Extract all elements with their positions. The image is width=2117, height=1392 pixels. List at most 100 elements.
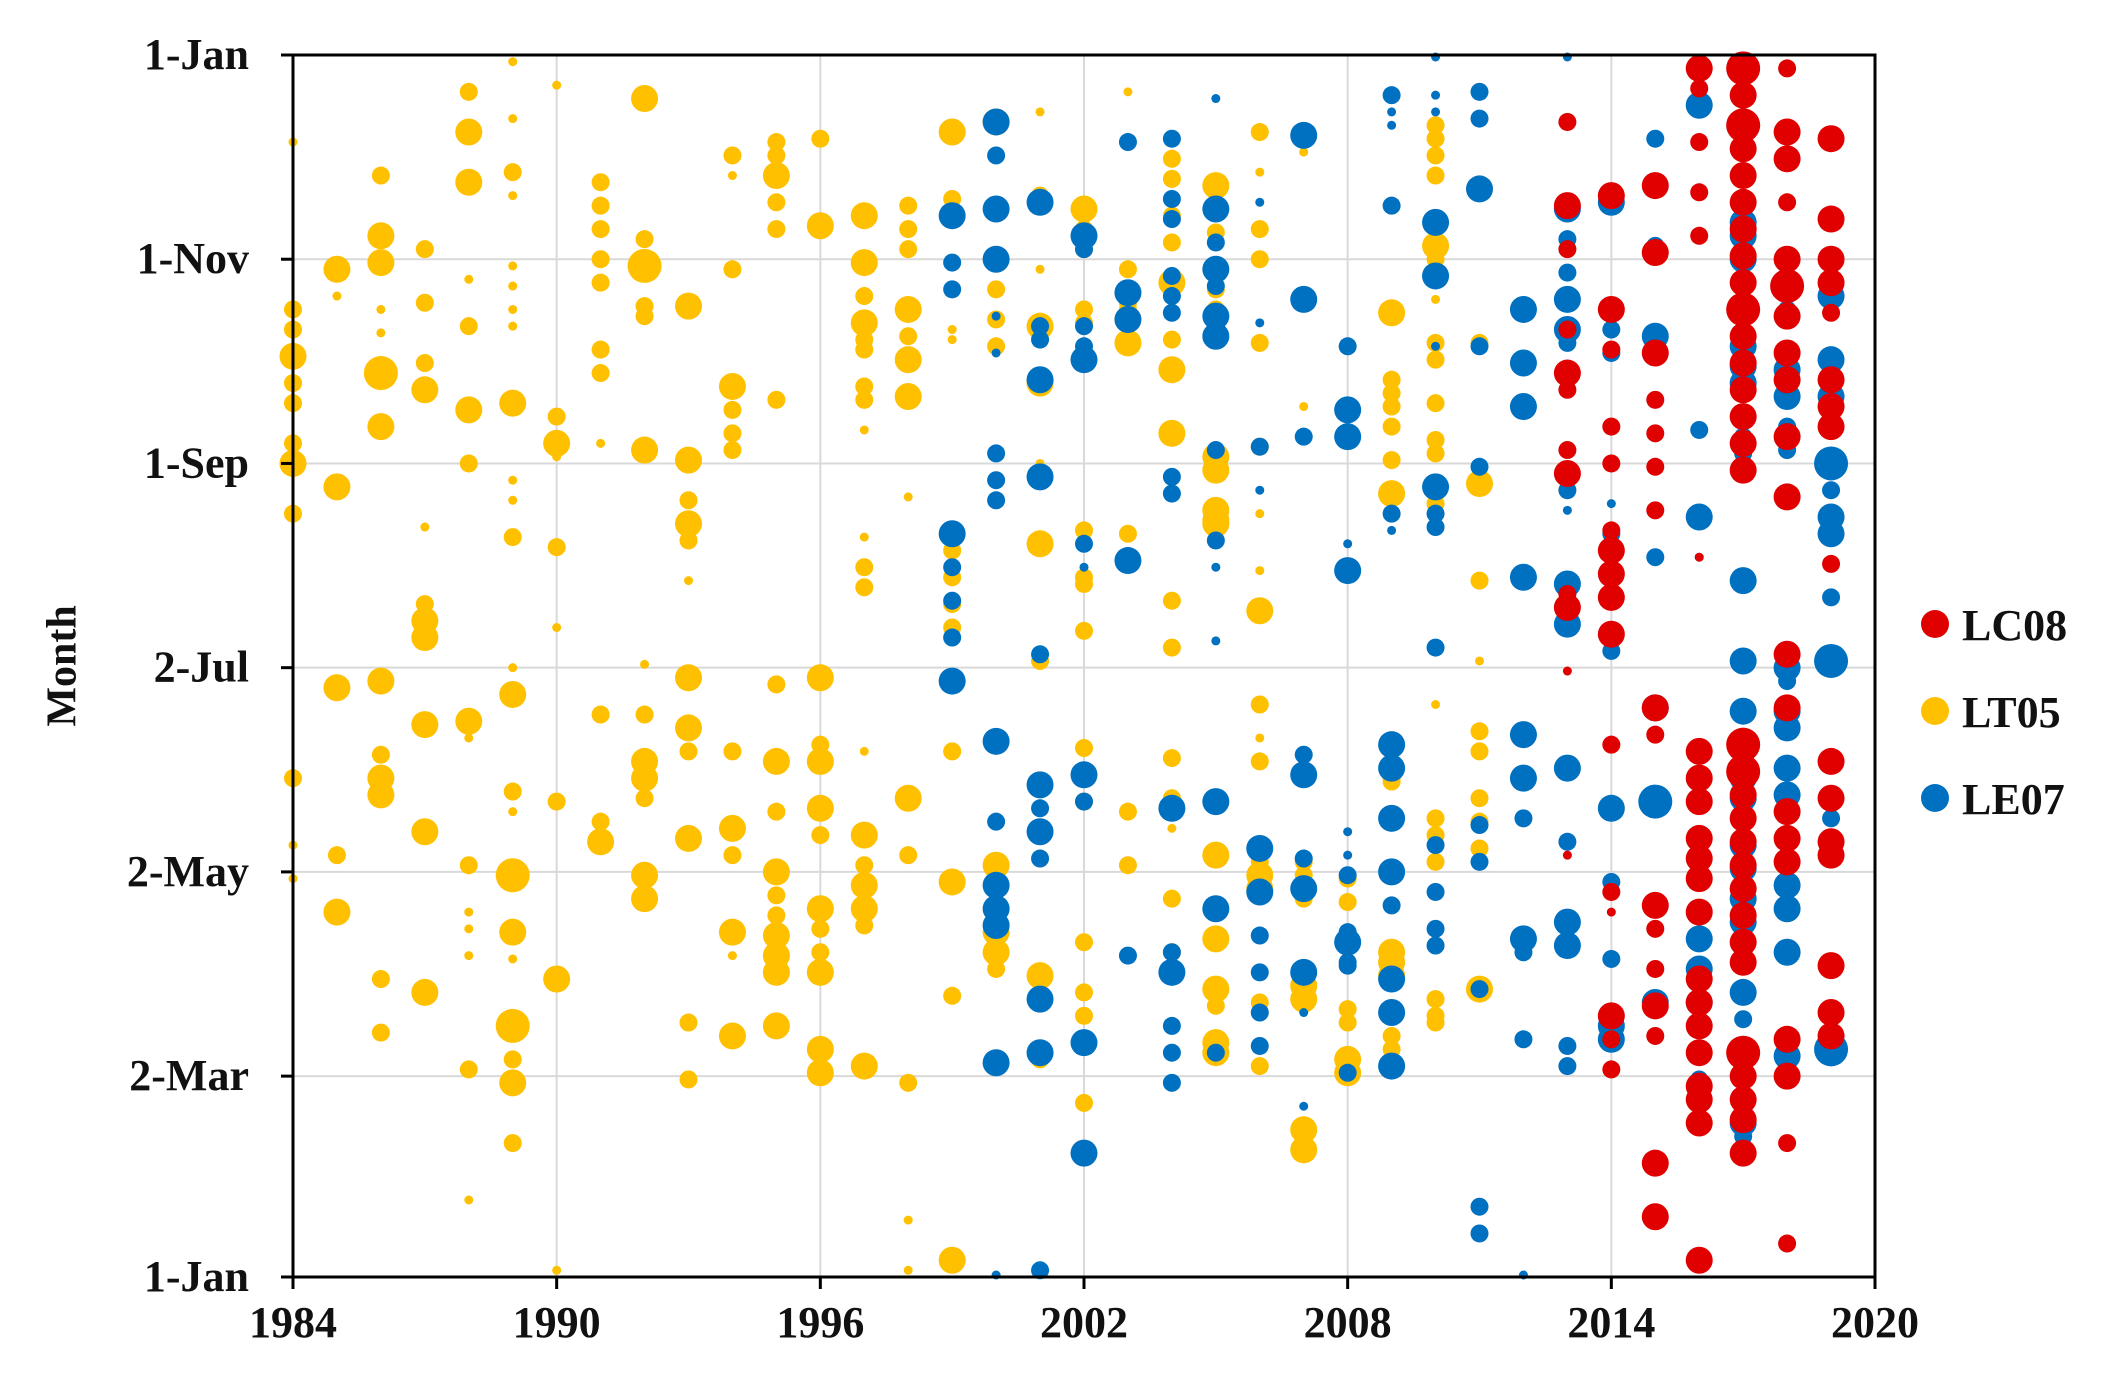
data-point-lt05: [635, 230, 654, 249]
data-point-lt05: [1426, 394, 1445, 413]
data-point-lt05: [938, 1246, 966, 1274]
data-point-lc08: [1773, 483, 1801, 511]
data-point-le07: [1382, 504, 1401, 523]
data-point-lt05: [411, 978, 439, 1006]
data-point-lt05: [1070, 195, 1098, 223]
data-point-le07: [938, 202, 966, 230]
data-point-le07: [1814, 446, 1849, 481]
data-point-le07: [1734, 1010, 1753, 1029]
data-point-lc08: [1685, 1246, 1713, 1274]
data-point-lt05: [1255, 509, 1265, 519]
data-point-lt05: [1338, 1000, 1357, 1019]
data-point-lt05: [411, 624, 439, 652]
data-point-lc08: [1558, 441, 1577, 460]
data-point-lc08: [1597, 583, 1625, 611]
data-point-le07: [1290, 121, 1318, 149]
data-point-lt05: [415, 354, 434, 373]
data-point-lt05: [591, 364, 610, 383]
data-point-lt05: [508, 475, 518, 485]
data-point-lt05: [1431, 294, 1441, 304]
data-point-lc08: [1641, 1149, 1669, 1177]
data-point-le07: [1778, 672, 1797, 691]
data-point-lt05: [723, 441, 742, 460]
data-point-lt05: [323, 255, 351, 283]
data-point-lt05: [367, 222, 395, 250]
data-point-lt05: [723, 846, 742, 865]
data-point-le07: [1431, 107, 1441, 117]
data-point-lt05: [1426, 116, 1445, 135]
data-point-lc08: [1641, 1203, 1669, 1231]
data-point-le07: [1690, 420, 1709, 439]
data-point-lt05: [631, 885, 659, 913]
data-point-lc08: [1553, 359, 1581, 387]
y-tick-label: 1-Sep: [144, 438, 249, 487]
data-point-lt05: [323, 473, 351, 501]
data-point-le07: [982, 108, 1010, 136]
data-point-lc08: [1690, 79, 1709, 98]
data-point-lt05: [1162, 169, 1181, 188]
data-point-lt05: [1426, 166, 1445, 185]
data-point-le07: [1514, 943, 1533, 962]
data-point-le07: [1202, 895, 1230, 923]
data-point-lt05: [727, 951, 737, 961]
data-point-lc08: [1641, 339, 1669, 367]
data-point-lt05: [459, 317, 478, 336]
data-point-lt05: [762, 162, 790, 190]
data-point-le07: [1338, 1063, 1357, 1082]
data-point-lc08: [1641, 891, 1669, 919]
data-point-lt05: [938, 118, 966, 146]
data-point-le07: [1431, 90, 1441, 100]
data-point-lc08: [1685, 54, 1713, 82]
data-point-lt05: [762, 958, 790, 986]
data-point-le07: [1822, 481, 1841, 500]
data-point-lc08: [1729, 804, 1757, 832]
data-point-lt05: [508, 954, 518, 964]
data-point-lc08: [1817, 366, 1845, 394]
data-point-lt05: [1250, 220, 1269, 239]
data-point-lt05: [850, 249, 878, 277]
data-point-le07: [1031, 317, 1050, 336]
data-point-lt05: [1470, 742, 1489, 761]
data-point-le07: [1294, 849, 1313, 868]
data-point-lt05: [1382, 384, 1401, 403]
data-point-lt05: [508, 191, 518, 201]
data-point-le07: [1158, 958, 1186, 986]
data-point-lc08: [1694, 552, 1704, 562]
data-point-lt05: [1426, 129, 1445, 148]
x-tick-label: 1990: [513, 1298, 601, 1347]
data-point-lc08: [1729, 1139, 1757, 1167]
data-point-lt05: [455, 707, 483, 735]
data-point-lt05: [982, 938, 1010, 966]
x-tick-label: 1996: [776, 1298, 864, 1347]
data-point-lt05: [982, 851, 1010, 879]
data-point-lt05: [855, 578, 874, 597]
data-point-lt05: [464, 1195, 474, 1205]
data-point-lt05: [1426, 809, 1445, 828]
data-point-le07: [1070, 346, 1098, 374]
data-point-le07: [1558, 333, 1577, 352]
data-point-lc08: [1726, 108, 1761, 143]
data-point-le07: [1422, 262, 1450, 290]
data-point-lc08: [1641, 172, 1669, 200]
data-point-le07: [1162, 1073, 1181, 1092]
series-lt05: [279, 57, 1493, 1275]
data-point-le07: [1553, 932, 1581, 960]
data-point-lt05: [947, 335, 957, 345]
data-point-lt05: [679, 1070, 698, 1089]
data-point-lt05: [1118, 856, 1137, 875]
data-point-lc08: [1817, 952, 1845, 980]
data-point-lc08: [1770, 269, 1805, 304]
data-point-lt05: [1075, 521, 1093, 540]
data-point-lt05: [903, 1215, 913, 1225]
data-point-lc08: [1602, 735, 1621, 754]
data-point-lc08: [1685, 824, 1713, 852]
data-point-lt05: [1075, 1093, 1093, 1112]
data-point-le07: [1070, 222, 1098, 250]
data-point-le07: [1250, 1003, 1269, 1022]
data-point-le07: [1387, 107, 1397, 117]
data-point-le07: [1509, 349, 1537, 377]
data-point-lc08: [1817, 125, 1845, 153]
data-point-lc08: [1685, 788, 1713, 816]
data-point-lc08: [1685, 988, 1713, 1016]
data-point-lt05: [591, 173, 610, 192]
